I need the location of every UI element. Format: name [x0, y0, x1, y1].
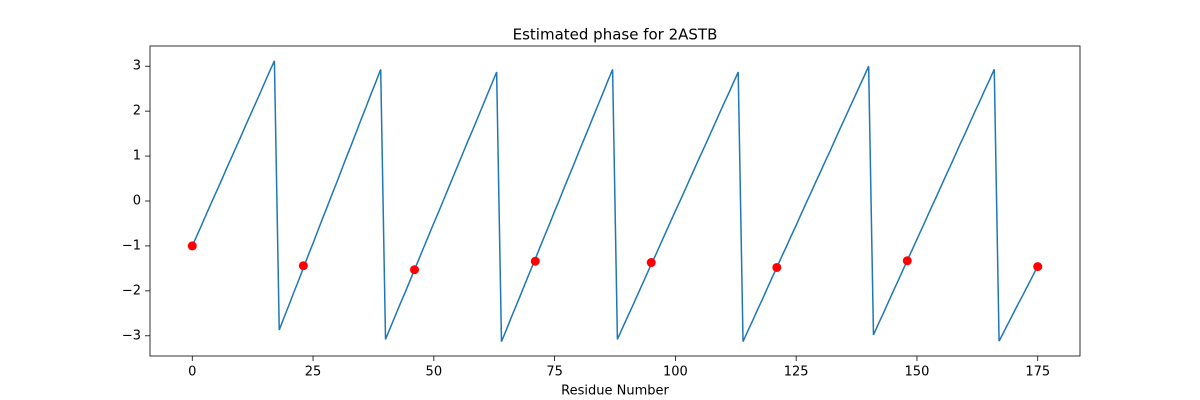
marker [1033, 262, 1043, 272]
x-tick-label: 50 [426, 365, 443, 380]
plot-frame [149, 45, 1081, 357]
y-tick-label: −2 [122, 283, 141, 298]
y-tick-label: −3 [122, 328, 141, 343]
marker [187, 241, 197, 251]
line-series [191, 60, 1039, 342]
y-tick-label: 2 [133, 104, 141, 119]
x-tick-label: 0 [188, 365, 196, 380]
marker [410, 265, 420, 275]
y-tick-label: 0 [133, 194, 141, 209]
x-tick-label: 25 [305, 365, 322, 380]
marker [646, 258, 656, 268]
marker [902, 256, 912, 266]
y-tick-label: −1 [122, 238, 141, 253]
y-tick-label: 1 [133, 149, 141, 164]
y-tick-label: 3 [133, 59, 141, 74]
marker [772, 262, 782, 272]
x-tick-label: 100 [663, 365, 688, 380]
x-tick-label: 150 [905, 365, 930, 380]
chart-title: Estimated phase for 2ASTB [513, 26, 718, 44]
marker [298, 261, 308, 271]
x-tick-label: 125 [784, 365, 809, 380]
x-tick-label: 75 [546, 365, 563, 380]
x-tick-label: 175 [1025, 365, 1050, 380]
marker [530, 256, 540, 266]
x-axis-label: Residue Number [561, 384, 669, 399]
